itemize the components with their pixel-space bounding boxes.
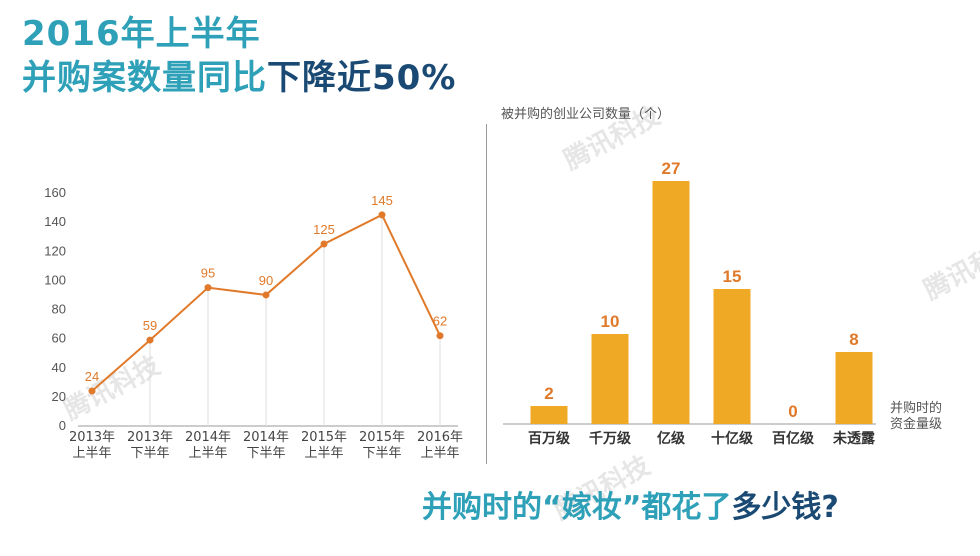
x-tick-label: 2015年 — [359, 430, 405, 445]
bar — [530, 406, 568, 424]
bar — [835, 352, 873, 424]
bar-data-label: 15 — [723, 267, 742, 286]
bar — [652, 181, 690, 424]
x-tick-label: 下半年 — [362, 446, 401, 461]
bar — [591, 334, 629, 424]
title-line-2-accent: 下降近50% — [267, 58, 457, 98]
line-data-label: 24 — [85, 369, 99, 384]
x-tick-label: 上半年 — [420, 446, 459, 461]
footer-caption-accent: 多少钱? — [731, 490, 839, 525]
bar-data-label: 2 — [544, 384, 553, 403]
bar-data-label: 8 — [849, 330, 858, 349]
bar — [713, 289, 751, 424]
data-point — [320, 240, 328, 248]
line-data-label: 62 — [433, 314, 447, 329]
data-point — [378, 211, 386, 219]
line-data-label: 95 — [201, 266, 215, 281]
line-data-label: 125 — [313, 222, 335, 237]
data-point — [204, 284, 212, 292]
y-tick-label: 80 — [52, 302, 66, 317]
line-data-label: 59 — [143, 318, 157, 333]
y-tick-label: 20 — [52, 389, 66, 404]
title-line-2-main: 并购案数量同比 — [22, 58, 267, 98]
x-tick-label: 下半年 — [130, 446, 169, 461]
data-point — [146, 336, 154, 344]
x-tick-label: 下半年 — [246, 446, 285, 461]
line-data-label: 90 — [259, 273, 273, 288]
x-tick-label: 2014年 — [243, 430, 289, 445]
x-tick-label: 上半年 — [188, 446, 227, 461]
y-tick-label: 60 — [52, 331, 66, 346]
bar-chart-x-label: 并购时的 — [890, 400, 942, 416]
title-line-1: 2016年上半年 — [22, 14, 261, 54]
x-tick-label: 2016年 — [417, 430, 463, 445]
y-tick-label: 40 — [52, 360, 66, 375]
bar-chart: 被并购的创业公司数量（个） 2 百万级 10 千万级 27 亿级 15 十亿级 0 百亿级 8 未透露并… — [501, 106, 942, 447]
line-data-label: 145 — [371, 193, 393, 208]
y-tick-label: 160 — [44, 185, 66, 200]
footer-caption-main: 并购时的“嫁妆”都花了 — [422, 490, 732, 525]
bar-category-label: 百亿级 — [772, 430, 815, 447]
watermark-text: 腾讯科技 — [59, 351, 165, 426]
x-tick-label: 2014年 — [185, 430, 231, 445]
bar-category-label: 百万级 — [528, 430, 571, 447]
y-tick-label: 100 — [44, 272, 66, 287]
x-tick-label: 2013年 — [127, 430, 173, 445]
watermark-text: 腾讯科技 — [919, 231, 980, 306]
data-point — [88, 387, 96, 395]
x-tick-label: 上半年 — [72, 446, 111, 461]
bar-data-label: 10 — [601, 312, 620, 331]
bar-data-label: 27 — [662, 159, 681, 178]
data-point — [262, 291, 270, 299]
bar-chart-x-label: 资金量级 — [890, 416, 942, 432]
line-chart: 0 20 40 60 80 100 120 140 160 24 59 95 90 125 145 62 201… — [44, 185, 463, 461]
y-tick-label: 0 — [59, 418, 66, 433]
chart-divider — [486, 124, 487, 464]
y-tick-label: 140 — [44, 214, 66, 229]
bar-data-label: 0 — [788, 402, 797, 421]
y-tick-label: 120 — [44, 243, 66, 258]
x-tick-label: 2013年 — [69, 430, 115, 445]
bar-category-label: 未透露 — [833, 430, 876, 447]
x-tick-label: 2015年 — [301, 430, 347, 445]
footer-caption: 并购时的“嫁妆”都花了多少钱? — [422, 488, 839, 528]
bar-chart-y-label: 被并购的创业公司数量（个） — [501, 106, 670, 122]
bar-category-label: 千万级 — [589, 430, 632, 447]
bar-category-label: 十亿级 — [711, 430, 754, 447]
x-tick-label: 上半年 — [304, 446, 343, 461]
title-line-2: 并购案数量同比下降近50% — [22, 58, 456, 98]
bar-category-label: 亿级 — [657, 430, 686, 447]
data-point — [436, 332, 444, 340]
